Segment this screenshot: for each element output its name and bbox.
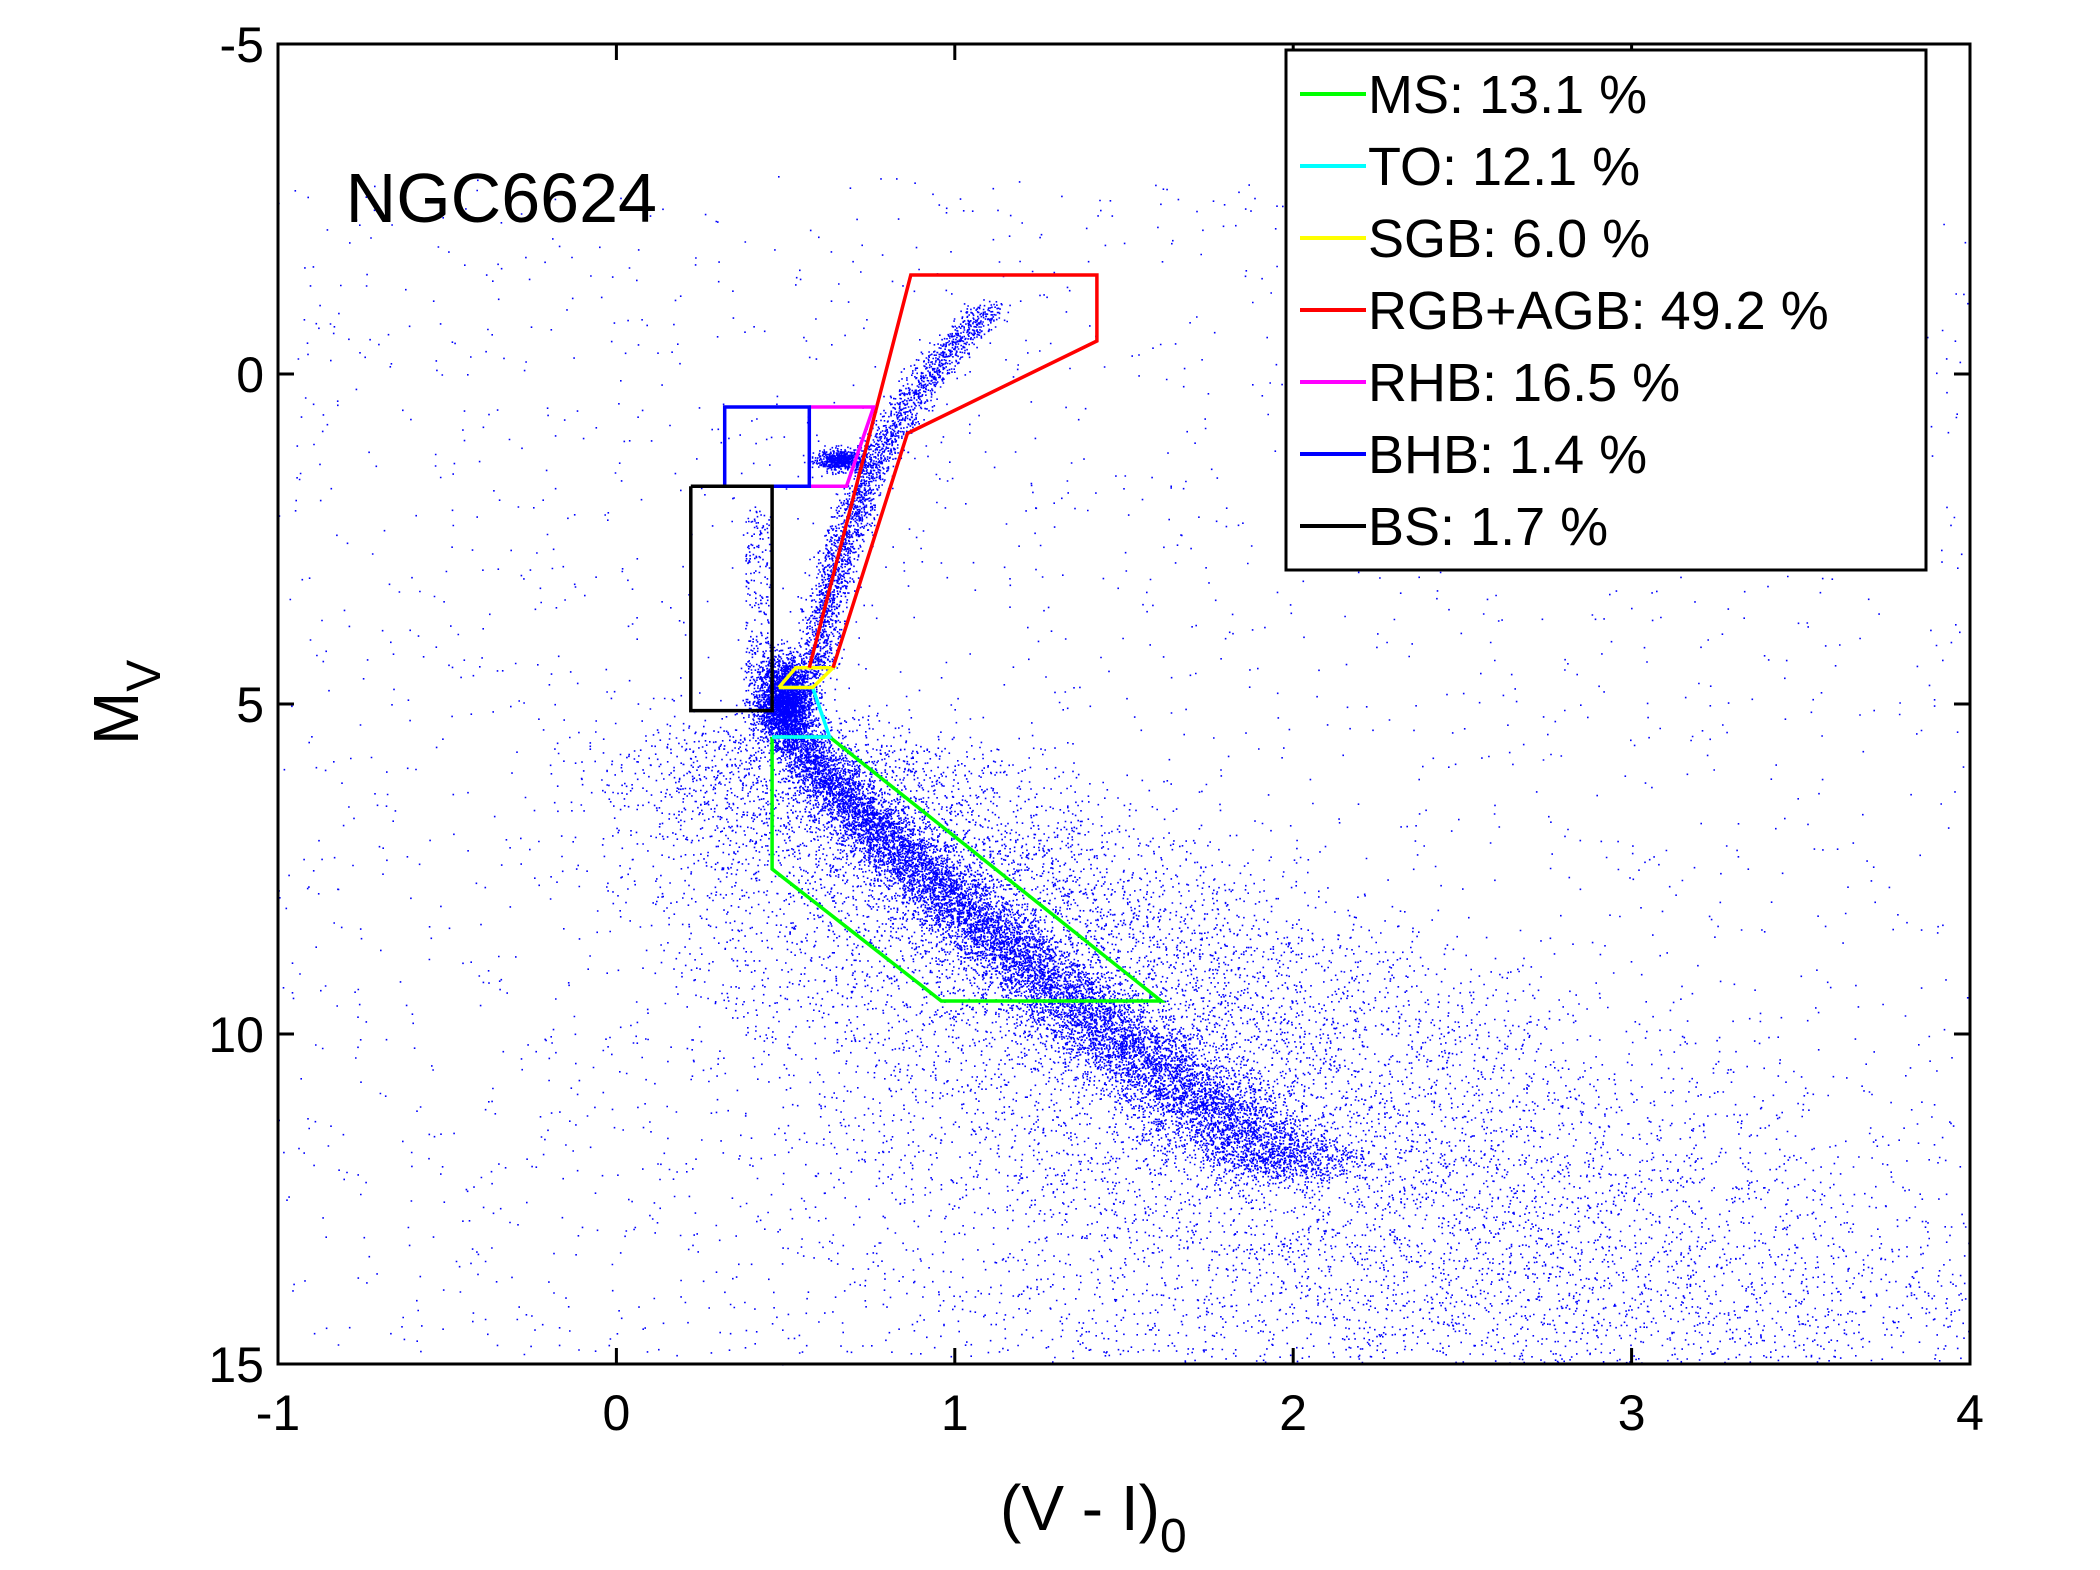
legend-label: SGB: 6.0 % [1368,209,1650,269]
y-axis-label: MV [80,660,171,745]
plot-title: NGC6624 [346,159,657,237]
x-axis-label: (V - I)0 [1000,1472,1187,1563]
legend-label: TO: 12.1 % [1368,137,1640,197]
region-bhb [722,405,812,488]
legend: MS: 13.1 % TO: 12.1 % SGB: 6.0 % RGB+AGB: 4… [1284,48,1928,572]
x-tick-label: 3 [1618,1385,1646,1441]
region-bs [689,484,774,713]
legend-box [1284,48,1928,572]
x-tick-label: 2 [1279,1385,1307,1441]
legend-label: RHB: 16.5 % [1368,353,1680,413]
x-axis-label-main: (V - I) [1000,1472,1160,1544]
y-tick-label: 0 [236,347,264,403]
legend-label: BHB: 1.4 % [1368,425,1647,485]
x-tick-label: 0 [602,1385,630,1441]
y-tick-label: -5 [220,17,264,73]
x-tick-label: 4 [1956,1385,1984,1441]
legend-label: MS: 13.1 % [1368,65,1647,125]
y-axis-label-main: M [80,692,152,745]
legend-label: RGB+AGB: 49.2 % [1368,281,1829,341]
axis-ticks: -1 0 1 2 3 4 -5 0 5 10 15 [208,17,1984,1441]
y-axis-label-subscript: V [118,660,171,692]
legend-label: BS: 1.7 % [1368,497,1608,557]
legend-items: MS: 13.1 % TO: 12.1 % SGB: 6.0 % RGB+AGB: 4… [1300,65,1829,557]
x-tick-label: 1 [941,1385,969,1441]
y-tick-label: 5 [236,677,264,733]
y-tick-label: 10 [208,1007,264,1063]
region-rhb [809,405,877,488]
x-axis-label-subscript: 0 [1160,1510,1187,1563]
y-tick-label: 15 [208,1337,264,1393]
selection-regions [689,273,1167,1003]
x-tick-label: -1 [256,1385,300,1441]
region-rgb-agb [807,273,1099,669]
